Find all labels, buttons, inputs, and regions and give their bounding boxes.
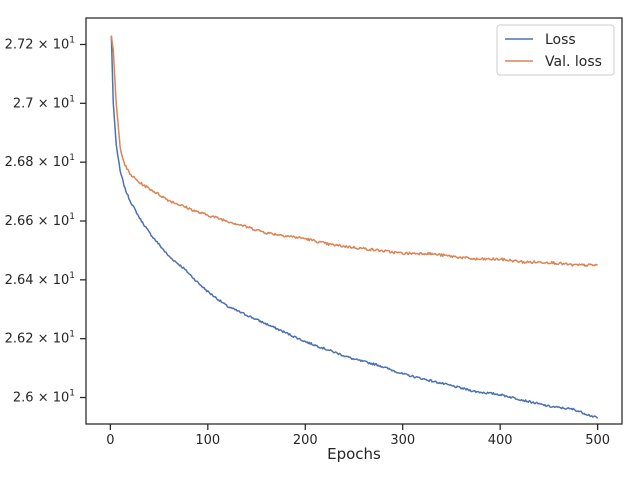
y-tick-label: 2.64 × 101 — [5, 271, 75, 288]
y-tick-label: 2.72 × 101 — [5, 35, 75, 52]
y-tick-label: 2.66 × 101 — [5, 212, 75, 229]
x-axis: 0 100 200 300 400 500 — [106, 424, 610, 448]
y-tick-label: 2.7 × 101 — [13, 94, 75, 111]
x-tick-label: 200 — [293, 433, 318, 448]
plot-area — [110, 35, 599, 419]
legend: Loss Val. loss — [496, 24, 615, 76]
legend-entry: Loss — [545, 32, 576, 48]
series-line-val-loss — [110, 35, 598, 267]
y-axis: 2.6 × 101 2.62 × 101 2.64 × 101 2.66 × 101 2… — [5, 35, 86, 406]
x-tick-label: 0 — [106, 433, 114, 448]
x-tick-label: 500 — [585, 433, 610, 448]
legend-entry: Val. loss — [545, 54, 602, 70]
y-tick-label: 2.68 × 101 — [5, 153, 75, 170]
series-line-loss — [110, 35, 599, 419]
x-axis-label: Epochs — [327, 445, 381, 463]
legend-box — [496, 24, 615, 76]
x-tick-label: 100 — [195, 433, 220, 448]
x-tick-label: 400 — [488, 433, 513, 448]
y-tick-label: 2.62 × 101 — [5, 330, 75, 347]
plot-frame — [85, 17, 623, 425]
x-tick-label: 300 — [390, 433, 415, 448]
y-tick-label: 2.6 × 101 — [13, 389, 75, 406]
